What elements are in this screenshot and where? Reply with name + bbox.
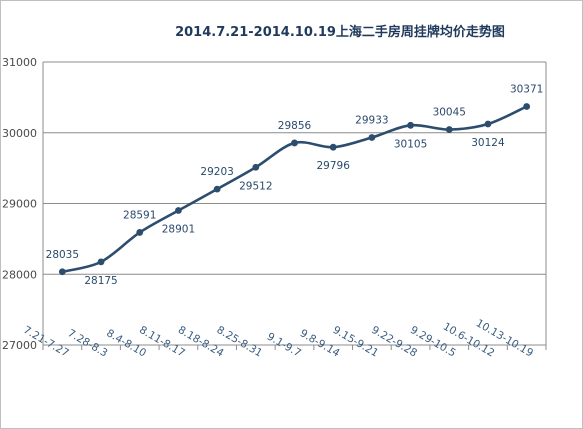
data-label: 29796 [316,160,350,172]
data-point [407,121,414,129]
grid-layer [43,61,546,346]
data-point [97,258,105,266]
data-label: 30371 [510,84,543,96]
data-point [58,268,66,276]
y-tick-label: 28000 [2,268,37,281]
data-label: 29512 [239,180,272,192]
y-tick-label: 29000 [2,198,37,211]
y-tick-label: 31000 [2,56,37,69]
data-label: 29203 [200,166,233,178]
y-tick-label: 30000 [2,127,37,140]
data-label: 28175 [84,275,117,287]
data-label: 30045 [433,107,466,119]
point-layer [58,103,531,276]
data-label: 29933 [355,114,388,126]
data-label: 30124 [471,137,505,149]
data-label: 28591 [123,209,156,221]
data-point [175,207,182,214]
data-point [291,139,298,147]
y-tick-label: 27000 [2,339,37,352]
data-point [136,229,144,236]
data-point [484,120,492,128]
data-label: 28035 [46,249,79,261]
x-tick-label: 7.28-8.3 [66,327,110,359]
data-label: 28901 [162,224,195,236]
data-label: 29856 [278,120,312,132]
data-point [523,103,531,110]
chart-title: 2014.7.21-2014.10.19上海二手房周挂牌均价走势图 [175,25,505,40]
axis-layer: 27000280002900030000310007.21-7.277.28-8… [2,56,547,360]
data-point [252,163,260,171]
data-point [213,185,221,193]
label-layer: 28035 28175 28591 28901 29203 29512 29856 29796… [46,84,544,287]
data-point [368,134,376,141]
data-label: 30105 [394,138,427,150]
data-point [445,126,453,133]
data-point [329,143,337,151]
